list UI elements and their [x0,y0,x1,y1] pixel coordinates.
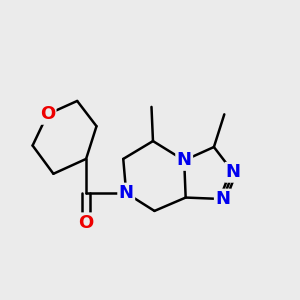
Text: N: N [177,152,192,169]
Text: O: O [40,105,55,123]
Text: O: O [79,214,94,232]
Text: N: N [215,190,230,208]
Text: N: N [226,163,241,181]
Text: N: N [119,184,134,202]
